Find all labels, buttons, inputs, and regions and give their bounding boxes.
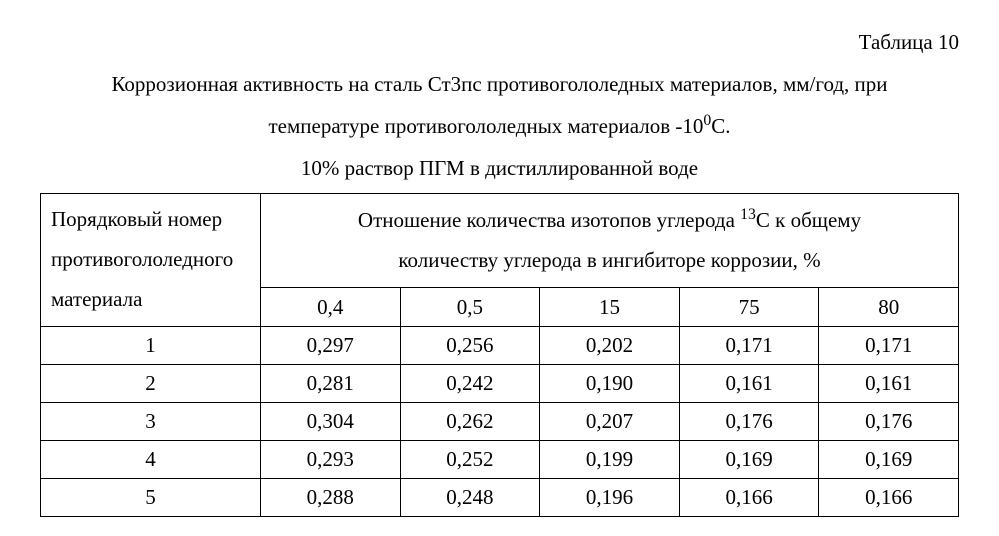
cell: 0,293	[261, 440, 401, 478]
col-header: 75	[679, 288, 819, 326]
row-header-cell: Порядковый номер противогололедного мате…	[41, 194, 261, 327]
data-table: Порядковый номер противогололедного мате…	[40, 193, 959, 517]
group-header-l1-sup: 13	[740, 206, 756, 223]
cell: 0,242	[400, 364, 540, 402]
row-header-l2: противогололедного	[51, 247, 233, 271]
cell: 0,171	[679, 326, 819, 364]
cell: 0,190	[540, 364, 680, 402]
cell: 0,196	[540, 478, 680, 516]
col-header: 80	[819, 288, 959, 326]
row-id: 4	[41, 440, 261, 478]
cell: 0,176	[679, 402, 819, 440]
caption-line-2-pre: температуре противогололедных материалов…	[268, 114, 703, 138]
table-row: 4 0,293 0,252 0,199 0,169 0,169	[41, 440, 959, 478]
row-id: 2	[41, 364, 261, 402]
cell: 0,288	[261, 478, 401, 516]
row-id: 1	[41, 326, 261, 364]
cell: 0,297	[261, 326, 401, 364]
col-header: 0,4	[261, 288, 401, 326]
cell: 0,161	[679, 364, 819, 402]
cell: 0,252	[400, 440, 540, 478]
group-header-l1-post: С к общему	[756, 208, 861, 232]
caption-line-2-post: С.	[711, 114, 730, 138]
table-row: 2 0,281 0,242 0,190 0,161 0,161	[41, 364, 959, 402]
cell: 0,256	[400, 326, 540, 364]
table-row: 1 0,297 0,256 0,202 0,171 0,171	[41, 326, 959, 364]
cell: 0,166	[679, 478, 819, 516]
table-row: 3 0,304 0,262 0,207 0,176 0,176	[41, 402, 959, 440]
col-header: 15	[540, 288, 680, 326]
cell: 0,248	[400, 478, 540, 516]
cell: 0,199	[540, 440, 680, 478]
col-header: 0,5	[400, 288, 540, 326]
cell: 0,176	[819, 402, 959, 440]
table-row: 5 0,288 0,248 0,196 0,166 0,166	[41, 478, 959, 516]
group-header-l1-pre: Отношение количества изотопов углерода	[358, 208, 740, 232]
table-header-row-1: Порядковый номер противогололедного мате…	[41, 194, 959, 288]
caption-line-3: 10% раствор ПГМ в дистиллированной воде	[40, 147, 959, 189]
cell: 0,304	[261, 402, 401, 440]
caption-line-2: температуре противогололедных материалов…	[40, 105, 959, 147]
row-id: 3	[41, 402, 261, 440]
cell: 0,161	[819, 364, 959, 402]
cell: 0,166	[819, 478, 959, 516]
caption-line-1: Коррозионная активность на сталь Ст3пс п…	[40, 63, 959, 105]
row-id: 5	[41, 478, 261, 516]
row-header-l1: Порядковый номер	[51, 207, 222, 231]
cell: 0,169	[679, 440, 819, 478]
table-number-label: Таблица 10	[40, 30, 959, 55]
cell: 0,207	[540, 402, 680, 440]
cell: 0,171	[819, 326, 959, 364]
cell: 0,202	[540, 326, 680, 364]
row-header-l3: материала	[51, 287, 142, 311]
cell: 0,169	[819, 440, 959, 478]
cell: 0,262	[400, 402, 540, 440]
cell: 0,281	[261, 364, 401, 402]
group-header-cell: Отношение количества изотопов углерода 1…	[261, 194, 959, 288]
group-header-l2: количеству углерода в ингибиторе коррози…	[398, 248, 820, 272]
